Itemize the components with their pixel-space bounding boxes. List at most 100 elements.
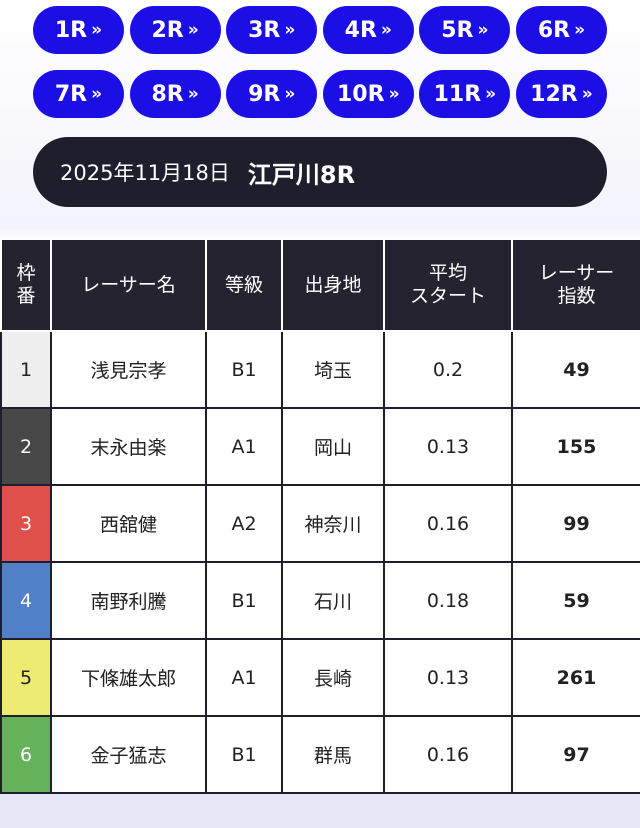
header-cell: 等級 [205,240,283,332]
header-text: 枠 [16,262,36,284]
table-cell: B1 [205,715,283,794]
header-row: 枠番レーサー名 等級 出身地 平均 スタート レーサー 指数 [0,240,640,332]
race-button[interactable]: 2R» [129,6,221,54]
race-button[interactable]: 3R» [226,6,318,54]
chevron-icon: » [477,20,489,40]
table-cell: 岡山 [281,407,385,486]
table-cell: 0.16 [383,715,513,794]
race-label: 10R [337,81,385,107]
chevron-icon: » [581,84,593,104]
header-cell: 出身地 [281,240,385,332]
race-button[interactable]: 4R» [322,6,414,54]
table-cell: A2 [205,484,283,563]
table-cell: 群馬 [281,715,385,794]
race-button[interactable]: 12R» [515,70,607,118]
race-button[interactable]: 5R» [419,6,511,54]
header-text: 指数 [557,285,596,307]
race-date: 2025年11月18日 [60,161,230,185]
race-banner: 2025年11月18日 江戸川8R [33,137,607,207]
table-cell: 末永由楽 [50,407,207,486]
header-text: 平均 [428,262,467,284]
chevron-icon: » [380,20,392,40]
chevron-icon: » [187,20,199,40]
table-cell: 99 [511,484,640,563]
table-cell: 金子猛志 [50,715,207,794]
table-cell: 石川 [281,561,385,640]
chevron-icon: » [388,84,400,104]
racer-row: 4 南野利騰 B1 石川 0.18 59 [0,561,640,640]
table-cell: B1 [205,561,283,640]
table-cell: 神奈川 [281,484,385,563]
race-button[interactable]: 1R» [33,6,124,54]
race-label: 4R [344,17,377,43]
header-cell: 平均 スタート [383,240,513,332]
table-cell: 155 [511,407,640,486]
table-cell: 261 [511,638,640,717]
race-button[interactable]: 8R» [129,70,221,118]
race-label: 3R [248,17,281,43]
table-cell: A1 [205,407,283,486]
race-buttons: 1R» 2R» 3R» 4R» 5R» 6R» 7R» 8R» 9R» 10R» 11R» 12R» [33,6,607,118]
header-text: 出身地 [304,273,362,296]
race-label: 2R [151,17,184,43]
table-cell: 59 [511,561,640,640]
table-cell: 6 [0,715,52,794]
race-name: 江戸川8R [247,160,356,189]
chevron-icon: » [284,20,296,40]
header-text: スタート [409,285,486,307]
chevron-icon: » [485,84,497,104]
header-text: 番 [16,285,36,307]
race-button[interactable]: 6R» [515,6,607,54]
header-cell: 枠番 [0,240,52,332]
race-button[interactable]: 10R» [322,70,414,118]
table-cell: 浅見宗孝 [50,330,207,409]
table-cell: 埼玉 [281,330,385,409]
table-cell: 4 [0,561,52,640]
race-label: 8R [151,81,184,107]
table-body: 1 浅見宗孝 B1 埼玉 0.2 49 2 末永由楽 A1 岡山 0.13 155 3 西舘健 A2 神奈川 0… [0,330,640,794]
race-button[interactable]: 9R» [226,70,318,118]
table-cell: 0.18 [383,561,513,640]
table-cell: 49 [511,330,640,409]
chevron-icon: » [91,84,103,104]
table-cell: 2 [0,407,52,486]
table-cell: A1 [205,638,283,717]
race-label: 1R [54,17,88,43]
racer-row: 2 末永由楽 A1 岡山 0.13 155 [0,407,640,486]
racer-row: 1 浅見宗孝 B1 埼玉 0.2 49 [0,330,640,409]
chevron-icon: » [91,20,103,40]
table-cell: 0.13 [383,638,513,717]
chevron-icon: » [187,84,199,104]
race-label: 6R [537,17,571,43]
racer-row: 3 西舘健 A2 神奈川 0.16 99 [0,484,640,563]
racer-table: 枠番レーサー名 等級 出身地 平均 スタート レーサー 指数 1 浅見宗孝 B1 埼玉 0.2 49 2… [0,240,640,794]
chevron-icon: » [284,84,296,104]
table-cell: 0.16 [383,484,513,563]
racer-row: 6 金子猛志 B1 群馬 0.16 97 [0,715,640,794]
table-cell: 南野利騰 [50,561,207,640]
header-text: レーサー [538,262,615,284]
header-text: 等級 [224,273,263,296]
table-cell: 1 [0,330,52,409]
race-label: 7R [54,81,88,107]
table-cell: 0.13 [383,407,513,486]
table-cell: 3 [0,484,52,563]
race-label: 5R [441,17,474,43]
header-text: レーサー名 [81,273,176,296]
race-button[interactable]: 11R» [419,70,511,118]
race-label: 12R [530,81,578,107]
header-cell: レーサー 指数 [511,240,640,332]
header-cell: レーサー名 [50,240,207,332]
table-cell: 5 [0,638,52,717]
race-label: 11R [433,81,482,107]
footer-strip [0,794,640,828]
race-label: 9R [248,81,281,107]
table-cell: 下條雄太郎 [50,638,207,717]
table-cell: 長崎 [281,638,385,717]
race-button[interactable]: 7R» [33,70,124,118]
racer-row: 5 下條雄太郎 A1 長崎 0.13 261 [0,638,640,717]
chevron-icon: » [574,20,586,40]
table-cell: B1 [205,330,283,409]
table-cell: 97 [511,715,640,794]
